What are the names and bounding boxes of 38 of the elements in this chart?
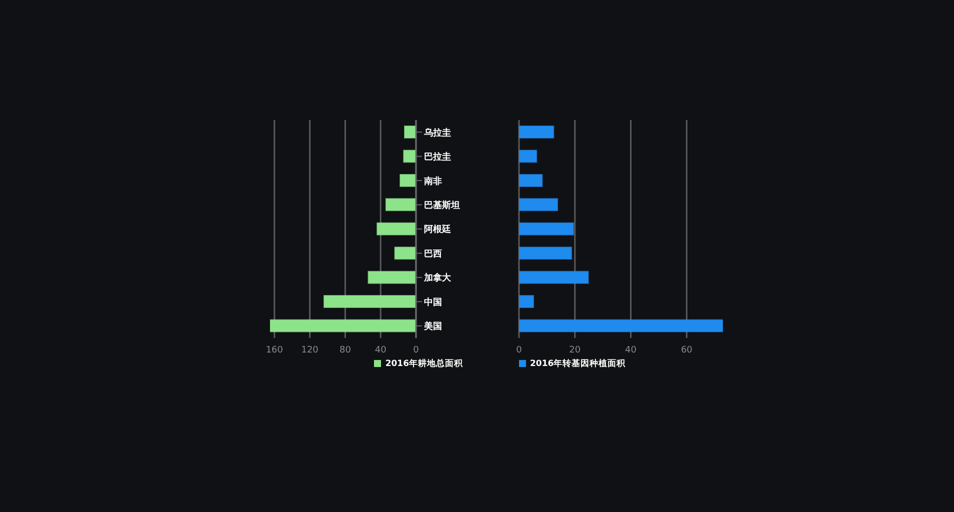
x-tick-label: 80: [339, 345, 352, 356]
bar: [400, 174, 416, 187]
bar: [368, 270, 416, 284]
x-tick-label: 20: [569, 345, 581, 356]
bar: [385, 198, 416, 212]
y-tick-label: 加拿大: [423, 272, 452, 284]
bar: [403, 150, 416, 163]
x-tick-label: 60: [680, 345, 693, 356]
bar: [323, 295, 416, 308]
x-tick-label: 40: [625, 345, 637, 356]
y-tick-label: 巴西: [424, 248, 442, 260]
y-tick-label: 南非: [423, 176, 442, 187]
y-tick-label: 乌拉圭: [423, 127, 451, 138]
y-tick-label: 巴基斯坦: [424, 200, 460, 211]
bar: [519, 198, 558, 212]
bar: [519, 126, 554, 138]
y-tick-label: 阿根廷: [424, 224, 451, 236]
bar: [404, 126, 416, 138]
bar: [519, 174, 543, 187]
y-tick-label: 中国: [424, 296, 442, 308]
bar: [519, 319, 723, 332]
x-tick-label: 0: [413, 345, 420, 356]
legend-label: 2016年耕地总面积: [385, 359, 463, 369]
bar: [519, 295, 534, 308]
bar: [519, 270, 589, 284]
x-tick-label: 0: [516, 345, 522, 356]
legend-label: 2016年转基因种植面积: [530, 359, 626, 369]
bar: [394, 246, 416, 260]
bar: [270, 319, 416, 332]
bar: [376, 222, 416, 236]
bar: [519, 222, 574, 236]
y-tick-label: 美国: [423, 321, 442, 332]
bar: [519, 150, 538, 163]
bar: [519, 246, 572, 260]
x-tick-label: 160: [266, 345, 284, 356]
x-tick-label: 40: [374, 345, 387, 356]
y-tick-label: 巴拉圭: [424, 152, 451, 163]
x-tick-label: 120: [301, 345, 319, 356]
